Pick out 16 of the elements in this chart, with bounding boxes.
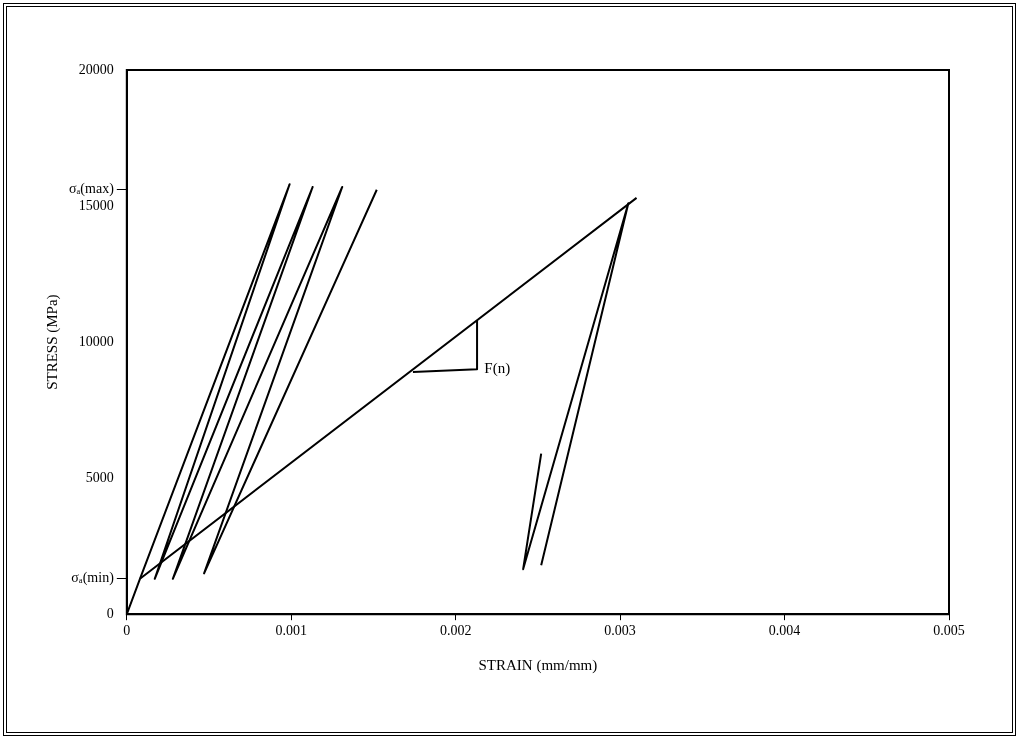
annotation: F(n) — [484, 360, 511, 378]
x-tick-label: 0.002 — [439, 623, 472, 639]
y-tick-label: 0 — [106, 605, 114, 621]
x-tick-label: 0.003 — [604, 623, 636, 639]
y-tick-label: 10000 — [78, 333, 114, 349]
y-axis-title: STRESS (MPa) — [43, 294, 61, 390]
y-tick-label: 20000 — [78, 61, 114, 77]
x-tick-label: 0.005 — [933, 623, 965, 639]
x-axis-title: STRAIN (mm/mm) — [478, 656, 598, 674]
x-tick-label: 0.004 — [768, 623, 801, 639]
y-tick-label: 5000 — [85, 469, 114, 485]
y-tick-label: σₐ(min) — [71, 570, 115, 587]
x-tick-label: 0 — [123, 623, 131, 639]
y-tick-label: σₐ(max) — [68, 181, 115, 198]
x-tick-label: 0.001 — [275, 623, 307, 639]
y-tick-label: 15000 — [78, 197, 114, 213]
